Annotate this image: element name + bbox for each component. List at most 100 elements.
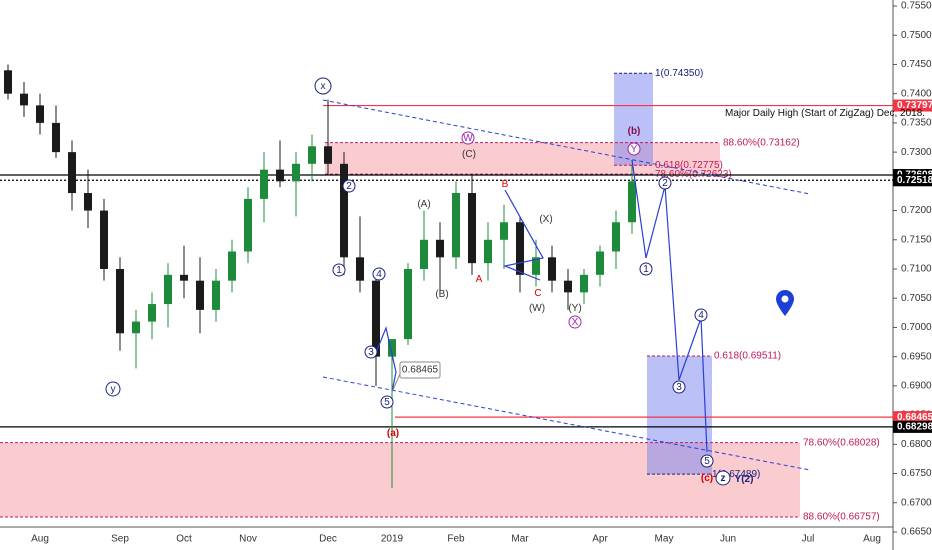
wave-circle xyxy=(658,176,672,190)
wave-label: (B) xyxy=(435,289,448,300)
candle-body xyxy=(244,198,252,252)
x-tick-label: 2019 xyxy=(381,534,404,545)
price-tag-label: 0.68465 xyxy=(897,412,932,423)
candle-body xyxy=(628,181,636,223)
location-pin xyxy=(776,290,794,316)
wave-label: z xyxy=(721,473,726,484)
x-tick-label: Mar xyxy=(511,534,529,545)
callout-label: 0.68465 xyxy=(402,365,439,376)
wave-circle xyxy=(314,77,332,95)
x-tick-label: May xyxy=(655,534,674,545)
wave-path xyxy=(631,159,708,453)
wave-label: 2 xyxy=(662,178,668,189)
candle-body xyxy=(4,70,12,94)
wave-label: (a) xyxy=(387,428,399,439)
wave-label: (b) xyxy=(628,126,641,137)
wave-label: (A) xyxy=(417,199,430,210)
candle-body xyxy=(388,339,396,357)
candle-body xyxy=(372,280,380,357)
wave-circle xyxy=(700,454,714,468)
candle-body xyxy=(292,163,300,182)
x-tick-label: Aug xyxy=(863,534,881,545)
price-tag-label: 0.72518 xyxy=(897,175,932,186)
candle-body xyxy=(452,193,460,258)
wave-circle xyxy=(105,381,121,397)
wave-circle xyxy=(627,142,641,156)
wave-path xyxy=(502,189,544,281)
wave-label: C xyxy=(534,288,541,299)
candle-body xyxy=(116,268,124,334)
trend-line xyxy=(322,99,811,195)
wave-circle xyxy=(380,395,394,409)
candle-body xyxy=(612,222,620,252)
candle-body xyxy=(36,105,44,123)
x-tick-label: Jul xyxy=(802,534,815,545)
candle-body xyxy=(340,163,348,258)
candle-body xyxy=(484,239,492,264)
candle-body xyxy=(100,210,108,269)
candle-body xyxy=(228,251,236,281)
price-tag xyxy=(893,174,932,187)
wave-circle xyxy=(372,267,386,281)
callout-pointer xyxy=(391,373,401,393)
wave-circle xyxy=(715,470,731,486)
candle-body xyxy=(308,146,316,164)
fib-label: 78.60%(0.72623) xyxy=(655,169,732,180)
candle-body xyxy=(356,257,364,281)
price-tag xyxy=(893,99,932,112)
wave-label: X xyxy=(572,317,579,328)
target-box xyxy=(647,356,712,475)
wave-circle xyxy=(342,179,356,193)
candle-body xyxy=(500,222,508,240)
wave-circle xyxy=(639,262,653,276)
wave-circle xyxy=(694,308,708,322)
wave-label: A xyxy=(476,274,483,285)
candle-body xyxy=(20,93,28,106)
candle-body xyxy=(196,280,204,310)
fib-label: 78.60%(0.68028) xyxy=(803,437,880,448)
x-tick-label: Apr xyxy=(592,534,608,545)
wave-label: (C) xyxy=(462,149,476,160)
wave-label: W xyxy=(463,133,473,144)
wave-label: 3 xyxy=(676,382,682,393)
x-tick-label: Oct xyxy=(176,534,192,545)
candle-body xyxy=(52,122,60,153)
callout-box xyxy=(399,361,441,379)
wave-label: 5 xyxy=(704,456,710,467)
x-tick-label: Sep xyxy=(111,534,129,545)
price-tag-label: 0.68298 xyxy=(897,422,932,433)
candle-body xyxy=(148,304,156,322)
candle-body xyxy=(260,169,268,199)
x-tick-label: Nov xyxy=(239,534,257,545)
candle-body xyxy=(436,239,444,258)
fib-label: 0.618(0.72775) xyxy=(655,160,723,171)
candle-body xyxy=(468,193,476,264)
wave-label: 1 xyxy=(643,264,649,275)
wave-label: 2 xyxy=(346,181,352,192)
wave-circle xyxy=(364,345,378,359)
wave-label: (X) xyxy=(539,214,552,225)
candle-body xyxy=(276,169,284,182)
wave-circle xyxy=(568,315,582,329)
wave-label: (W) xyxy=(529,303,545,314)
candle-body xyxy=(164,274,172,305)
wave-path xyxy=(374,326,397,393)
x-tick-label: Aug xyxy=(31,534,49,545)
price-tag xyxy=(893,420,932,433)
wave-label: 1 xyxy=(336,265,342,276)
